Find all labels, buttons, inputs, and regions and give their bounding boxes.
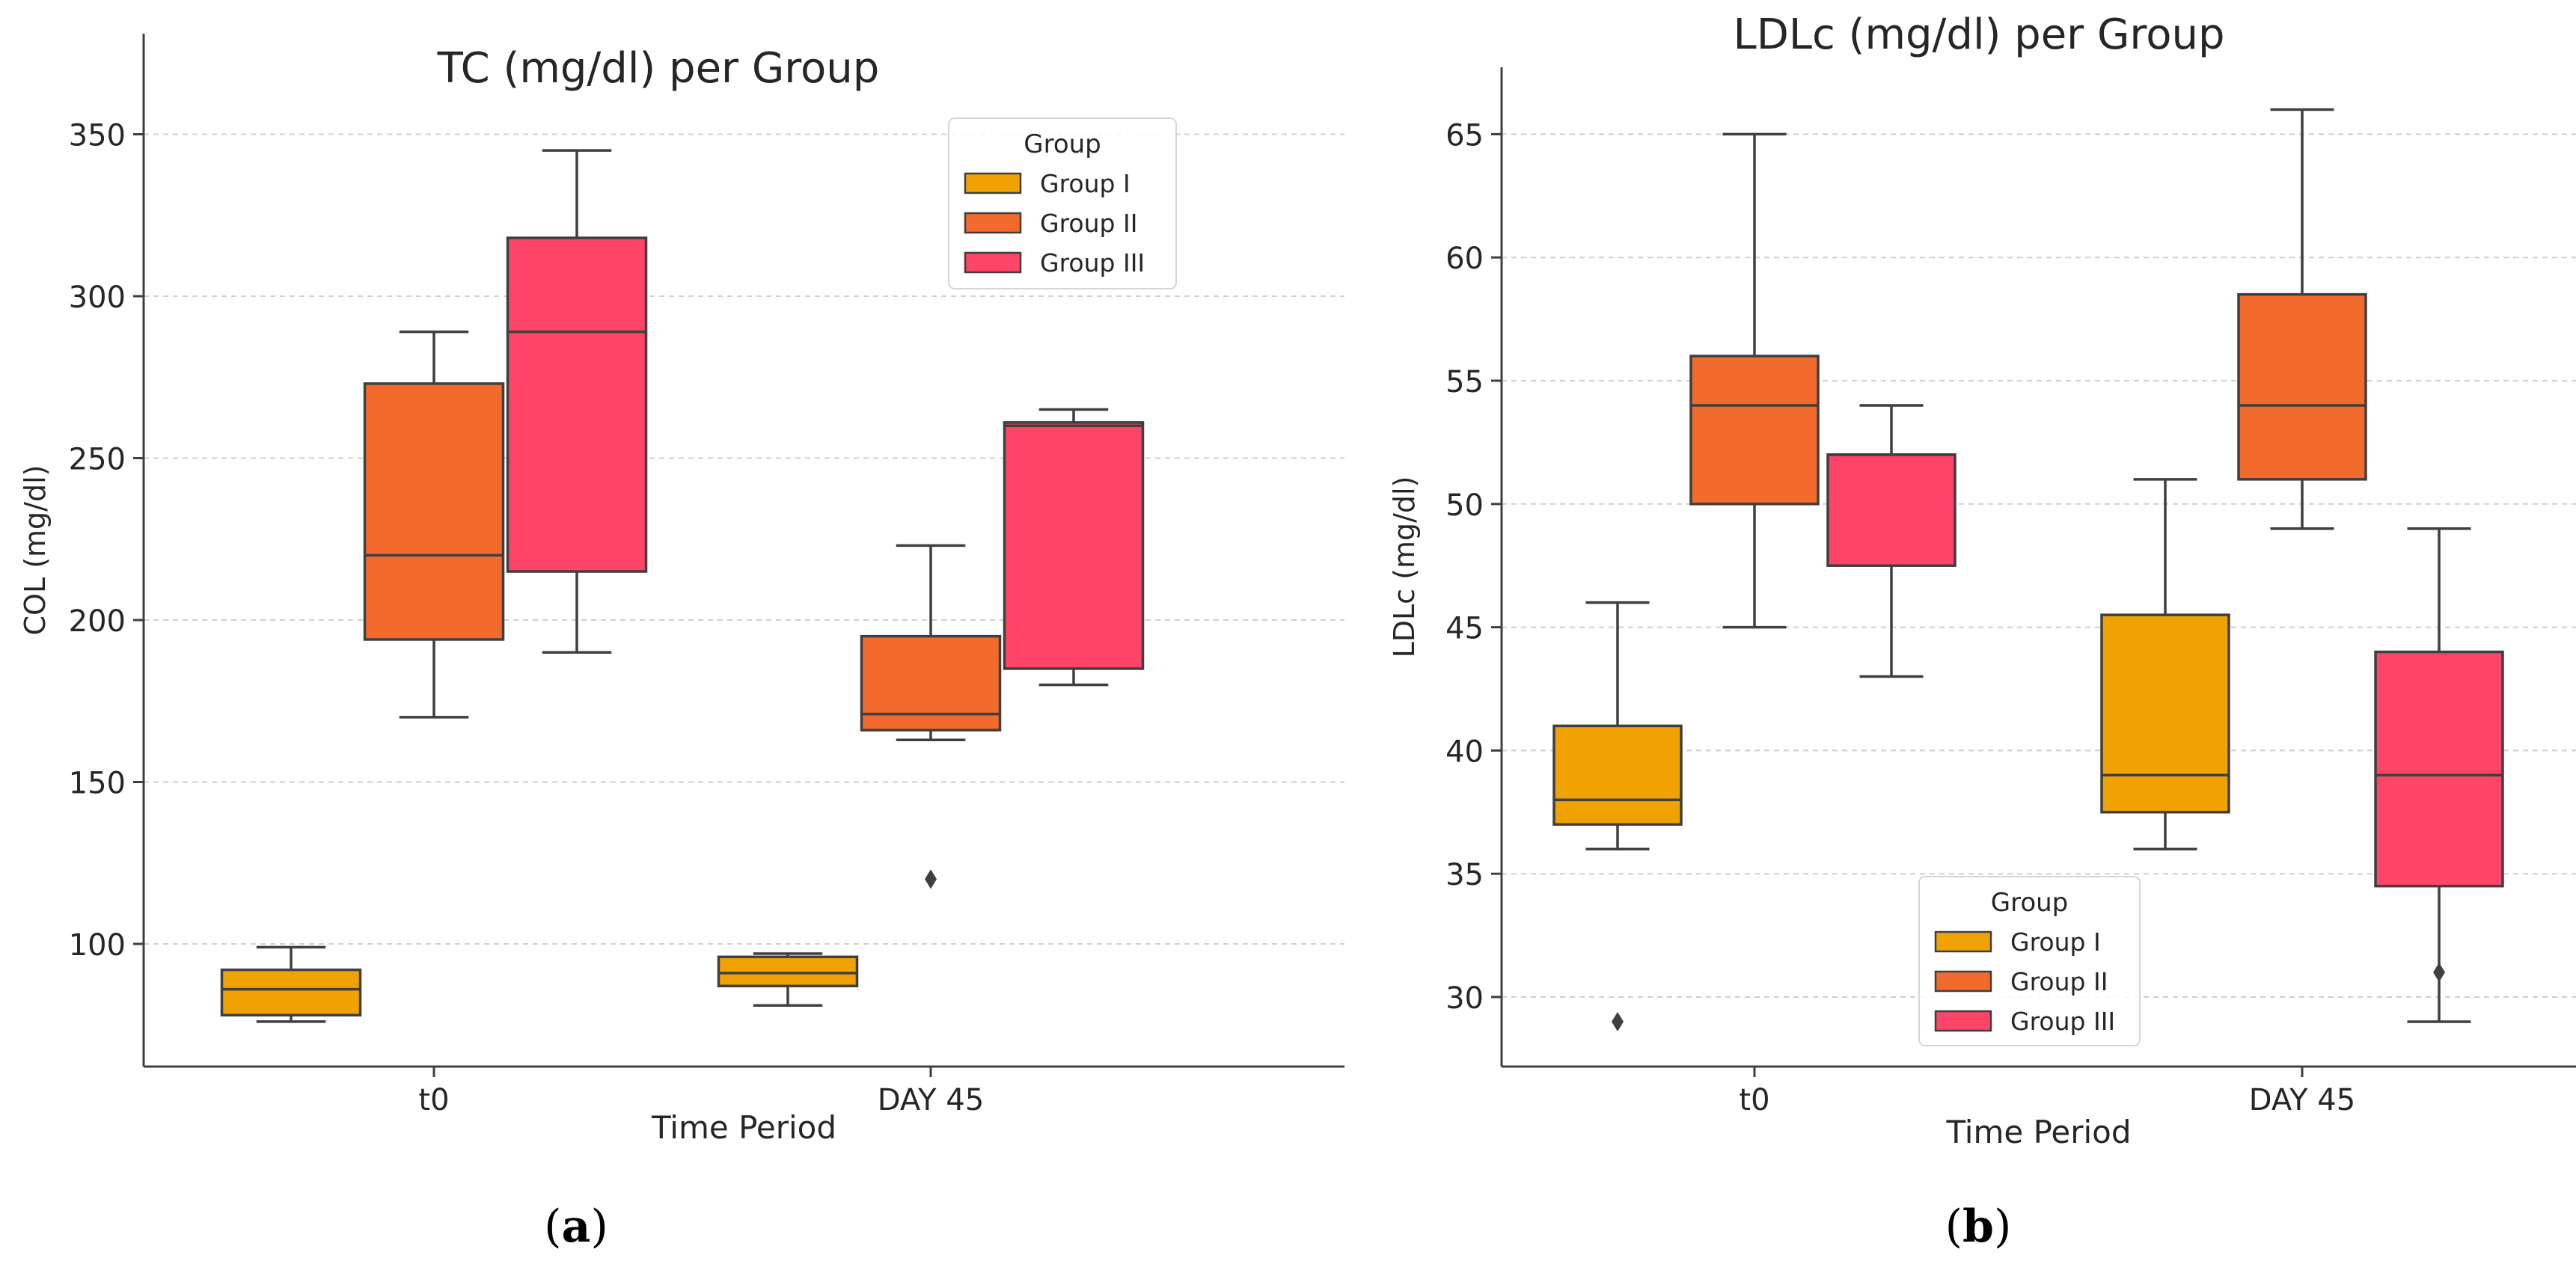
box-iqr [1552,724,1683,826]
box-iqr [2100,613,2230,814]
chart-1: 100 150 200 250 300 350 t0 DAY 45 TC (mg/dl) per… [19,34,1344,1146]
chart-2-legend: Group Group I Group II Group III [1918,876,2141,1046]
chart-1-legend: Group Group I Group II Group III [948,117,1177,289]
legend-entry: Group III [1040,248,1145,277]
legend-entry: Group I [2010,927,2101,957]
chart-1-panel-label: (a) [544,1200,608,1253]
chart-1-ytick-label: 150 [69,767,126,801]
chart-2-xtick-label: t0 [1739,1083,1769,1117]
legend-entry: Group III [2010,1007,2115,1036]
chart-2-ytick-label: 40 [1445,734,1484,769]
chart-1-x-axis-label: Time Period [651,1109,836,1146]
chart-2-panel-label: (b) [1945,1200,2012,1253]
chart-1-title: TC (mg/dl) per Group [437,44,880,93]
box-iqr [2374,650,2504,888]
box-iqr [1003,421,1145,670]
chart-1-ytick-label: 200 [69,604,126,639]
chart-1-box-group-iii-t0 [506,149,648,654]
chart-1-box-group-i-t0 [220,945,362,1023]
chart-1-ytick-label: 300 [69,280,126,315]
chart-2-title: LDLc (mg/dl) per Group [1734,10,2225,59]
legend-swatch [964,172,1022,194]
chart-1-ytick-label: 350 [69,119,126,153]
chart-2-ytick-label: 60 [1445,242,1484,276]
legend-title: Group [1991,888,2069,918]
chart-1-box-group-ii-day-45 [860,544,1002,889]
chart-1-box-group-i-day-45 [717,952,859,1007]
legend-entry: Group II [2010,967,2108,996]
chart-2-ytick-label: 65 [1445,118,1484,153]
chart-1-box-group-iii-day-45 [1003,408,1145,687]
chart-1-ytick-label: 100 [69,928,126,963]
box-iqr [1826,453,1957,567]
box-iqr [506,236,648,573]
box-iqr [2237,292,2367,481]
legend-swatch [1934,970,1992,993]
chart-1-ytick-label: 250 [69,443,126,477]
box-iqr [717,955,859,988]
legend-swatch [1934,1010,1992,1032]
legend-frame [948,117,1177,289]
outlier-marker [925,869,937,889]
chart-2-box-group-ii-day-45 [2237,108,2367,530]
outlier-marker [2433,963,2445,983]
chart-2-box-group-i-day-45 [2100,478,2230,850]
box-iqr [1689,355,1820,506]
legend-swatch [1934,930,1992,953]
chart-2-ytick-label: 45 [1445,612,1484,646]
chart-2-ytick-label: 35 [1445,858,1484,892]
chart-2: 30 35 40 45 50 55 60 65 t0 DAY 45 LDLc (mg/dl) per… [1388,10,2576,1150]
chart-2-y-axis-label: LDLc (mg/dl) [1388,476,1421,658]
chart-1-xtick-label: DAY 45 [878,1083,984,1117]
chart-2-ytick-label: 50 [1445,488,1484,523]
chart-2-box-group-iii-t0 [1826,404,1957,678]
chart-2-box-group-iii-day-45 [2374,527,2504,1023]
chart-1-xtick-label: t0 [418,1083,449,1117]
chart-1-box-group-ii-t0 [363,330,505,719]
outlier-marker [1612,1011,1624,1031]
legend-swatch [964,251,1022,274]
legend-frame [1918,876,2141,1046]
chart-2-ytick-label: 55 [1445,365,1484,399]
chart-2-ytick-label: 30 [1445,981,1484,1016]
chart-2-xtick-label: DAY 45 [2249,1083,2355,1117]
chart-2-box-group-ii-t0 [1689,132,1820,629]
chart-2-x-axis-label: Time Period [1945,1114,2131,1150]
legend-title: Group [1024,129,1101,159]
chart-2-box-group-i-t0 [1552,601,1683,1031]
box-iqr [220,968,362,1017]
box-iqr [363,382,505,641]
legend-swatch [964,212,1022,234]
legend-entry: Group I [1040,169,1131,198]
chart-1-y-axis-label: COL (mg/dl) [19,465,52,636]
legend-entry: Group II [1040,209,1137,238]
box-iqr [860,634,1002,731]
